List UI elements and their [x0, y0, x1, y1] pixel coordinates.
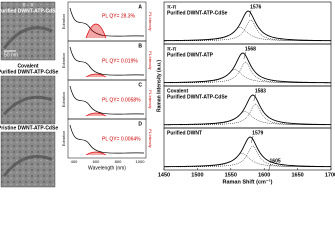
- panel-letter: C: [138, 82, 142, 88]
- peak-arrow: [248, 9, 252, 18]
- panel-label: π-π: [167, 46, 176, 52]
- raman-curve: [163, 94, 332, 126]
- raman-curve: [163, 52, 332, 84]
- pl-curve: [85, 151, 107, 156]
- tem-image: [0, 1, 56, 61]
- y-label: Raman Intensity (a.u.): [156, 60, 162, 112]
- panel-name: Purified DWNT-ATP-CdSe: [167, 94, 228, 100]
- raman-curve: [163, 136, 332, 168]
- peak-arrow: [268, 163, 271, 172]
- panel-letter: A: [138, 4, 142, 10]
- x-tick-label: 1450: [158, 172, 170, 178]
- fit-component: [164, 103, 332, 126]
- panel-name: Purified DWNT: [167, 130, 202, 136]
- panel-name: Purified DWNT-ATP-CdSe: [167, 10, 228, 16]
- fit-component: [164, 145, 332, 168]
- tem-caption: Pristine DWNT-ATP-CdSe: [0, 125, 58, 131]
- peak-label: 1579: [252, 130, 263, 136]
- abs-panel: [67, 118, 147, 159]
- fit-component: [163, 27, 331, 42]
- y-label: Extinction: [62, 131, 66, 146]
- x-tick-label: 1500: [191, 172, 203, 178]
- y-label: Extinction: [62, 14, 66, 29]
- nanotube: [2, 154, 53, 177]
- peak-label: 1568: [245, 46, 256, 52]
- nanotube: [2, 95, 53, 116]
- x-tick-label: 1000: [136, 159, 146, 164]
- y2-label: PL Intensity: [148, 51, 152, 69]
- pl-curve: [85, 23, 107, 39]
- x-tick-label: 800: [115, 159, 122, 164]
- panel-letter: D: [138, 121, 142, 127]
- tem-label: π - π: [22, 2, 34, 8]
- pl-qy: PL QY= 28.3%: [102, 13, 136, 19]
- raman-panel: [163, 127, 332, 171]
- fit-component: [163, 153, 331, 168]
- peak-label: 1605: [270, 158, 281, 164]
- peak-arrow: [243, 51, 247, 60]
- x-tick-label: 1700: [325, 172, 335, 178]
- tem-caption: Purified DWNT-ATP-CdSe: [0, 8, 58, 14]
- extinction-curve: [69, 124, 145, 154]
- pl-qy: PL QY= 0.019%: [102, 58, 138, 64]
- pl-qy: PL QY= 0.0064%: [102, 136, 141, 142]
- x-tick-label: 600: [93, 159, 100, 164]
- pl-curve: [85, 73, 107, 78]
- peak-arrow: [250, 135, 254, 144]
- peak-label: 1576: [250, 4, 261, 10]
- tem-image: [0, 75, 56, 125]
- extinction-curve: [69, 46, 145, 76]
- raman-panel: [163, 1, 332, 45]
- panel-letter: B: [138, 43, 142, 49]
- abs-panel: [67, 1, 147, 42]
- y2-label: PL Intensity: [148, 90, 152, 108]
- y2-label: PL Intensity: [148, 12, 152, 30]
- x-tick-label: 1650: [291, 172, 303, 178]
- raman-panel: [163, 85, 332, 129]
- y-label: Extinction: [62, 53, 66, 68]
- x-label: Wavelength (nm): [88, 165, 126, 171]
- panel-label: Covalent: [167, 88, 188, 94]
- fit-component: [164, 61, 331, 84]
- x-tick-label: 1550: [225, 172, 237, 178]
- y-label: Extinction: [62, 92, 66, 107]
- x-label: Raman Shift (cm⁻¹): [223, 178, 273, 185]
- pl-curve: [85, 112, 107, 117]
- extinction-curve: [69, 85, 145, 115]
- panel-name: Purified DWNT-ATP: [167, 52, 214, 58]
- peak-label: 1583: [255, 88, 266, 94]
- fit-component: [163, 69, 331, 84]
- tem-image: [0, 131, 56, 188]
- panel-label: π-π: [167, 4, 176, 10]
- fit-component: [163, 19, 332, 42]
- nanotube: [2, 26, 53, 50]
- fit-component: [164, 111, 331, 126]
- x-tick-label: 400: [71, 159, 78, 164]
- tem-caption: Purified DWNT-ATP-CdSe: [0, 69, 58, 75]
- peak-arrow: [253, 93, 257, 102]
- scale-label: 50 nm: [4, 52, 18, 58]
- pl-qy: PL QY= 0.0058%: [102, 97, 141, 103]
- x-tick-label: 1600: [258, 172, 270, 178]
- raman-curve: [164, 10, 332, 42]
- y2-label: PL Intensity: [148, 129, 152, 147]
- extinction-curve: [69, 7, 145, 37]
- tem-label: Covalent: [17, 63, 38, 69]
